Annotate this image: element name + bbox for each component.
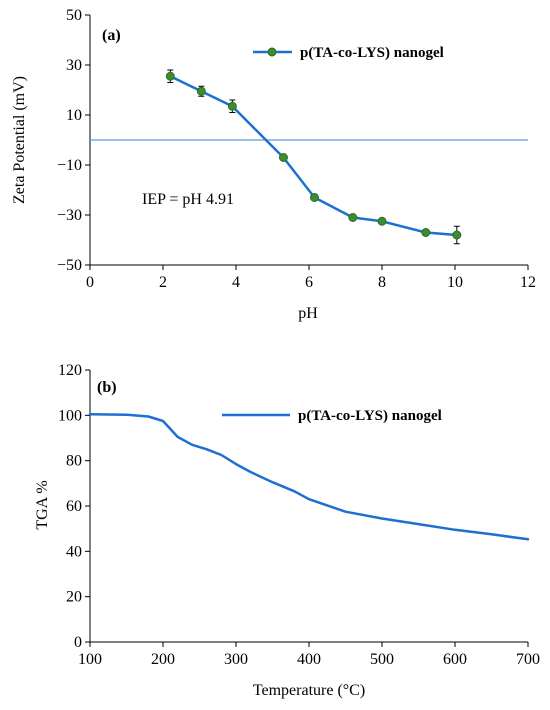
chart-b-legend: p(TA-co-LYS) nanogel xyxy=(222,408,442,424)
chart-a-data-point xyxy=(421,228,431,237)
chart-b-y-axis-label: TGA % xyxy=(34,480,51,529)
chart-b-x-axis-label: Temperature (°C) xyxy=(253,682,365,699)
chart-b-x-tick-label: 100 xyxy=(78,651,102,668)
chart-b-y-tick-label: 100 xyxy=(58,407,82,424)
chart-a-legend-marker xyxy=(267,47,277,57)
chart-b-y-tick-label: 60 xyxy=(66,498,82,515)
chart-a-data-point xyxy=(165,71,175,81)
chart-b-series xyxy=(88,412,530,541)
chart-a-data-point xyxy=(196,86,206,96)
chart-b-series-line xyxy=(88,412,530,541)
chart-a-annotation: IEP = pH 4.91 xyxy=(142,191,234,208)
chart-b-y-tick-label: 20 xyxy=(66,589,82,606)
chart-b-x-tick-label: 500 xyxy=(370,651,394,668)
chart-a-data-point xyxy=(348,213,358,222)
chart-b-y-tick-label: 120 xyxy=(58,362,82,379)
chart-a-series xyxy=(165,69,462,245)
chart-a-y-tick-label: −50 xyxy=(57,257,82,274)
chart-a-series-line xyxy=(169,75,459,237)
chart-a-y-tick-label: −10 xyxy=(57,157,82,174)
chart-a-legend: p(TA-co-LYS) nanogel xyxy=(253,45,444,61)
chart-a-y-tick-label: 50 xyxy=(66,7,82,24)
chart-a-legend-label: p(TA-co-LYS) nanogel xyxy=(300,45,444,61)
chart-a-data-point xyxy=(377,216,387,226)
chart-b-y-tick-label: 0 xyxy=(74,634,82,651)
chart-a-x-tick-label: 4 xyxy=(232,274,240,291)
chart-b-x-tick-label: 400 xyxy=(297,651,321,668)
chart-a-panel-label: (a) xyxy=(102,27,121,44)
chart-a-y-axis-label: Zeta Potential (mV) xyxy=(11,76,28,204)
chart-a-data-point xyxy=(278,153,288,162)
chart-b-panel-label: (b) xyxy=(97,379,117,396)
chart-a-data-point xyxy=(452,230,462,240)
chart-b-x-tick-label: 600 xyxy=(443,651,467,668)
chart-a-data-point xyxy=(309,193,319,202)
chart-a-y-tick-label: −30 xyxy=(57,207,82,224)
chart-b-tick-labels: 100 200 300 400 500 600 700 0 20 40 60 80 100 120 xyxy=(58,362,540,668)
chart-a-tick-labels: 0 2 4 6 8 10 12 50 30 10 −10 −30 −50 xyxy=(57,7,536,291)
chart-b-legend-label: p(TA-co-LYS) nanogel xyxy=(298,408,442,424)
chart-a-y-tick-label: 30 xyxy=(66,57,82,74)
chart-b-x-tick-label: 700 xyxy=(516,651,540,668)
chart-b-y-tick-label: 40 xyxy=(66,543,82,560)
chart-b-y-tick-label: 80 xyxy=(66,453,82,470)
chart-b-x-tick-label: 300 xyxy=(224,651,248,668)
chart-b-x-tick-label: 200 xyxy=(151,651,175,668)
chart-a-x-axis-label: pH xyxy=(298,305,318,322)
chart-a-data-point xyxy=(227,101,237,111)
chart-a-x-tick-label: 10 xyxy=(447,274,463,291)
zeta-potential-chart: 0 2 4 6 8 10 12 50 30 10 −10 −30 −50 (a) p(TA-co-LYS… xyxy=(11,7,536,322)
chart-a-x-tick-label: 2 xyxy=(159,274,167,291)
chart-a-x-tick-label: 8 xyxy=(378,274,386,291)
chart-a-x-tick-label: 0 xyxy=(86,274,94,291)
chart-a-x-tick-label: 12 xyxy=(520,274,536,291)
tga-chart: 100 200 300 400 500 600 700 0 20 40 60 80 100 120 (b)… xyxy=(34,362,540,699)
chart-a-x-tick-label: 6 xyxy=(305,274,313,291)
chart-a-y-tick-label: 10 xyxy=(66,107,82,124)
